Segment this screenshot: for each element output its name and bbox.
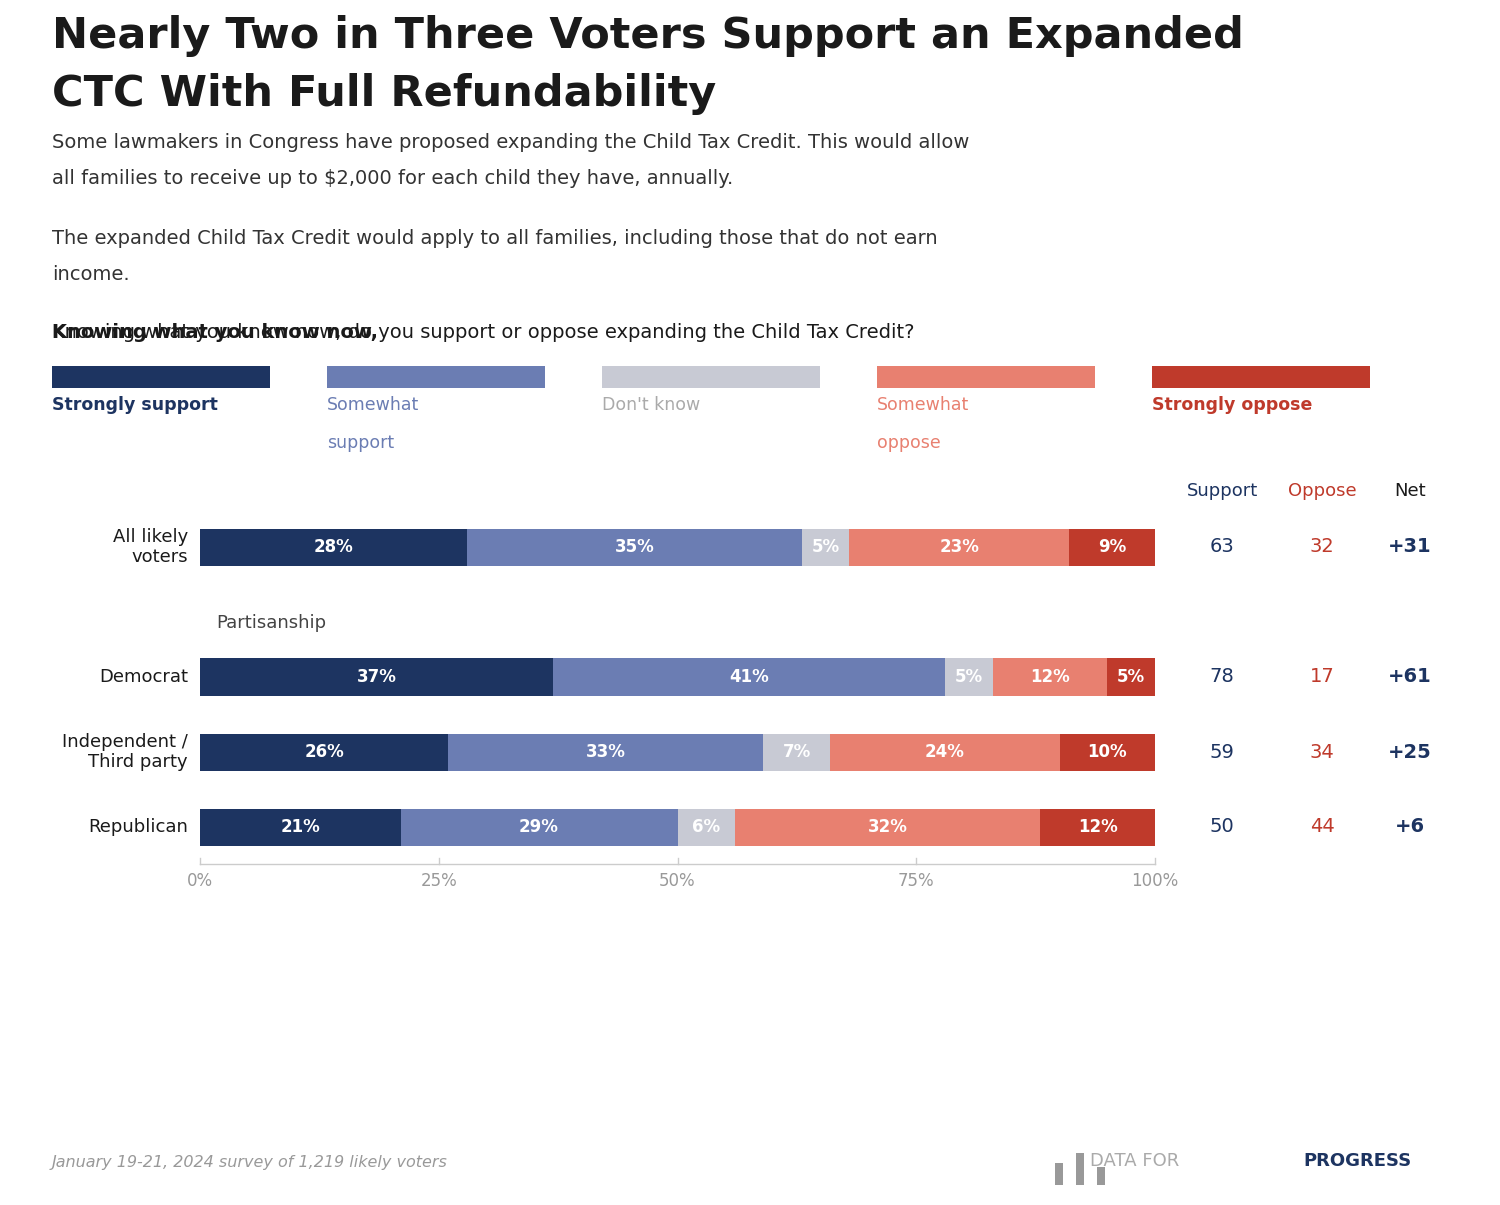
Text: 25%: 25% [420,871,458,889]
Text: Some lawmakers in Congress have proposed expanding the Child Tax Credit. This wo: Some lawmakers in Congress have proposed… [53,133,969,152]
FancyBboxPatch shape [849,529,1070,565]
Text: 78: 78 [1209,668,1234,687]
Text: 24%: 24% [926,743,964,762]
Text: CTC With Full Refundability: CTC With Full Refundability [53,74,717,114]
Text: 21%: 21% [280,818,320,836]
Text: 44: 44 [1310,817,1335,836]
Text: 50%: 50% [658,871,696,889]
FancyBboxPatch shape [801,529,849,565]
Text: 35%: 35% [615,537,654,556]
FancyBboxPatch shape [327,366,544,388]
Text: 10%: 10% [1088,743,1126,762]
Text: Partisanship: Partisanship [216,615,326,631]
Text: Strongly support: Strongly support [53,396,217,415]
FancyBboxPatch shape [200,658,554,695]
Text: Knowing what you know now,: Knowing what you know now, [53,323,378,342]
Text: 17: 17 [1310,668,1335,687]
FancyBboxPatch shape [1152,366,1370,388]
Text: all families to receive up to $2,000 for each child they have, annually.: all families to receive up to $2,000 for… [53,169,733,188]
Text: Support: Support [1186,482,1257,500]
Text: Knowing what you know now, do you support or oppose expanding the Child Tax Cred: Knowing what you know now, do you suppor… [53,323,915,342]
Text: 75%: 75% [898,871,934,889]
Text: The expanded Child Tax Credit would apply to all families, including those that : The expanded Child Tax Credit would appl… [53,229,938,248]
Text: Nearly Two in Three Voters Support an Expanded: Nearly Two in Three Voters Support an Ex… [53,14,1244,57]
Text: oppose: oppose [878,434,940,452]
Text: 50: 50 [1209,817,1234,836]
Text: 12%: 12% [1030,668,1069,686]
FancyBboxPatch shape [764,734,831,770]
FancyBboxPatch shape [53,366,270,388]
FancyBboxPatch shape [400,809,678,846]
Text: Somewhat: Somewhat [878,396,969,415]
Text: 5%: 5% [812,537,840,556]
Text: 5%: 5% [954,668,982,686]
Text: Net: Net [1394,482,1426,500]
FancyBboxPatch shape [468,529,801,565]
Text: 28%: 28% [314,537,354,556]
FancyBboxPatch shape [1054,1163,1064,1185]
Text: 63: 63 [1209,537,1234,557]
Text: 41%: 41% [729,668,770,686]
Text: 0%: 0% [188,871,213,889]
FancyBboxPatch shape [831,734,1059,770]
Text: 12%: 12% [1078,818,1118,836]
Text: All likely
voters: All likely voters [112,528,188,566]
Text: +25: +25 [1388,742,1432,762]
FancyBboxPatch shape [200,809,400,846]
FancyBboxPatch shape [945,658,993,695]
Text: Strongly oppose: Strongly oppose [1152,396,1312,415]
FancyBboxPatch shape [1076,1153,1084,1185]
FancyBboxPatch shape [678,809,735,846]
FancyBboxPatch shape [993,658,1107,695]
Text: 32: 32 [1310,537,1335,557]
FancyBboxPatch shape [200,734,448,770]
Text: +61: +61 [1388,668,1432,687]
FancyBboxPatch shape [448,734,764,770]
FancyBboxPatch shape [1096,1166,1106,1185]
FancyBboxPatch shape [878,366,1095,388]
FancyBboxPatch shape [1107,658,1155,695]
Text: 37%: 37% [357,668,396,686]
Text: DATA FOR: DATA FOR [1090,1152,1185,1170]
Text: 9%: 9% [1098,537,1126,556]
FancyBboxPatch shape [1070,529,1155,565]
Text: Oppose: Oppose [1287,482,1356,500]
Text: Don't know: Don't know [602,396,700,415]
Text: 23%: 23% [939,537,980,556]
Text: January 19-21, 2024 survey of 1,219 likely voters: January 19-21, 2024 survey of 1,219 like… [53,1156,448,1170]
Text: PROGRESS: PROGRESS [1304,1152,1412,1170]
Text: 59: 59 [1209,742,1234,762]
Text: support: support [327,434,394,452]
Text: Republican: Republican [88,818,188,836]
FancyBboxPatch shape [1041,809,1155,846]
Text: Independent /
Third party: Independent / Third party [62,733,188,771]
Text: 34: 34 [1310,742,1335,762]
Text: 6%: 6% [692,818,720,836]
FancyBboxPatch shape [200,529,468,565]
Text: +6: +6 [1395,817,1425,836]
FancyBboxPatch shape [602,366,820,388]
Text: 32%: 32% [867,818,907,836]
FancyBboxPatch shape [1059,734,1155,770]
Text: 7%: 7% [783,743,812,762]
Text: 29%: 29% [519,818,560,836]
Text: 100%: 100% [1131,871,1179,889]
Text: Somewhat: Somewhat [327,396,419,415]
FancyBboxPatch shape [735,809,1041,846]
Text: 26%: 26% [304,743,344,762]
Text: Democrat: Democrat [99,668,188,686]
Text: +31: +31 [1388,537,1432,557]
FancyBboxPatch shape [554,658,945,695]
Text: 33%: 33% [586,743,626,762]
Text: 5%: 5% [1118,668,1144,686]
Text: income.: income. [53,265,129,284]
